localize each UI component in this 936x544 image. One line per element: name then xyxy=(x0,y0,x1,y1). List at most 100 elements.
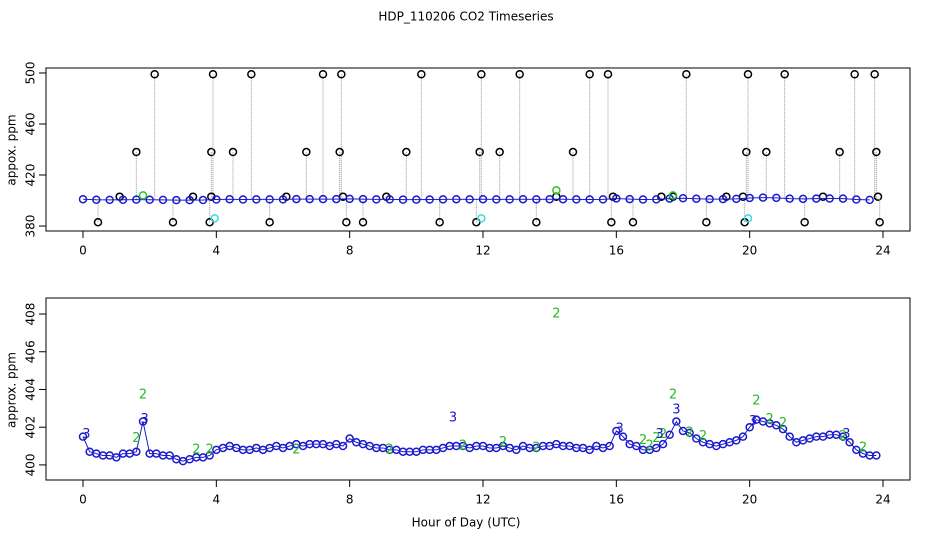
point xyxy=(835,147,844,157)
y-axis-label: appox. ppm xyxy=(5,114,19,185)
point xyxy=(785,194,794,203)
x-tick-label: 20 xyxy=(742,493,757,507)
point xyxy=(238,195,248,204)
point xyxy=(873,192,883,201)
y-tick-label: 500 xyxy=(24,62,38,85)
x-tick-label: 4 xyxy=(213,493,221,507)
point xyxy=(338,441,348,451)
x-tick-label: 8 xyxy=(346,244,354,258)
point-marker: 2 xyxy=(699,429,707,444)
point xyxy=(852,445,861,455)
point xyxy=(425,195,434,204)
point xyxy=(870,69,879,79)
y-axis-label: approx. ppm xyxy=(5,352,19,428)
point xyxy=(265,217,274,227)
point-marker: 3 xyxy=(82,427,90,442)
point-marker: 3 xyxy=(616,422,624,437)
point-marker: 2 xyxy=(669,388,677,403)
point xyxy=(682,69,691,79)
x-tick-label: 24 xyxy=(875,493,890,507)
point xyxy=(252,195,261,204)
point xyxy=(138,191,148,200)
point xyxy=(477,214,486,223)
point xyxy=(632,441,641,451)
point xyxy=(607,217,616,227)
plot-frame xyxy=(45,67,911,232)
point xyxy=(305,194,314,204)
x-tick-label: 0 xyxy=(79,493,87,507)
point xyxy=(865,195,874,205)
point xyxy=(342,217,351,227)
point xyxy=(212,195,221,204)
point-marker: 2 xyxy=(646,439,654,454)
point xyxy=(278,195,288,204)
point xyxy=(345,194,354,204)
point xyxy=(668,191,678,200)
point xyxy=(742,147,751,157)
point xyxy=(732,194,741,204)
point xyxy=(435,217,444,227)
point xyxy=(738,432,748,441)
point xyxy=(132,447,141,456)
point xyxy=(585,195,594,204)
point-marker: 3 xyxy=(672,403,680,418)
y-tick-label: 460 xyxy=(24,113,38,136)
point xyxy=(412,195,421,204)
chart-title: HDP_110206 CO2 Timeseries xyxy=(378,10,553,24)
point xyxy=(515,69,524,79)
point xyxy=(552,186,561,195)
point xyxy=(625,194,634,204)
point-marker: 2 xyxy=(192,442,200,457)
y-tick-label: 404 xyxy=(24,378,38,401)
point xyxy=(452,194,461,204)
point xyxy=(372,195,381,204)
x-axis-label: Hour of Day (UTC) xyxy=(412,516,521,530)
point-marker: 2 xyxy=(132,431,140,446)
point xyxy=(132,195,141,204)
point-marker: 2 xyxy=(639,433,647,448)
point xyxy=(185,195,194,205)
x-tick-label: 12 xyxy=(475,244,490,258)
point xyxy=(872,147,881,157)
point xyxy=(852,195,861,204)
point xyxy=(798,194,808,204)
point xyxy=(92,195,101,205)
point-marker: 2 xyxy=(552,307,560,322)
point-marker: 2 xyxy=(532,440,540,455)
point-marker: 2 xyxy=(859,440,867,455)
point xyxy=(875,217,884,227)
point xyxy=(612,426,621,436)
x-tick-label: 24 xyxy=(875,244,890,258)
point xyxy=(78,432,88,441)
x-tick-label: 8 xyxy=(346,493,354,507)
point xyxy=(505,195,514,204)
y-tick-label: 420 xyxy=(24,164,38,187)
point xyxy=(732,436,741,445)
point xyxy=(318,194,328,204)
series-line xyxy=(82,419,877,462)
point-marker: 3 xyxy=(141,412,149,427)
point xyxy=(872,451,881,460)
point xyxy=(825,194,834,203)
point xyxy=(612,194,621,203)
point xyxy=(665,430,674,439)
point-marker: 3 xyxy=(449,410,457,425)
point xyxy=(672,417,681,426)
point xyxy=(112,453,121,462)
point xyxy=(585,445,594,455)
point xyxy=(850,69,859,79)
point xyxy=(705,194,714,204)
point-marker: 2 xyxy=(659,427,667,442)
point-marker: 2 xyxy=(686,425,694,440)
point-marker: 2 xyxy=(652,431,660,446)
point xyxy=(93,217,103,227)
point xyxy=(838,432,848,441)
point xyxy=(800,217,809,227)
point xyxy=(385,195,394,204)
point xyxy=(475,147,484,157)
point xyxy=(658,439,668,449)
point xyxy=(302,147,311,157)
point-marker: 2 xyxy=(499,435,507,450)
point-marker: 3 xyxy=(749,414,757,429)
point xyxy=(652,443,661,453)
